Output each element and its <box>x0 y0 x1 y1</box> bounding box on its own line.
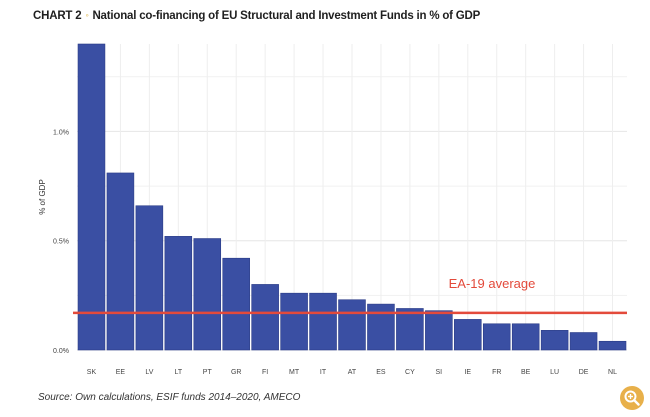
x-tick-label: LV <box>145 369 153 376</box>
bar-es <box>367 303 395 351</box>
x-tick-label: CY <box>405 369 415 376</box>
zoom-button[interactable] <box>620 386 644 410</box>
x-tick-label: IE <box>464 369 471 376</box>
x-tick-label: DE <box>579 369 589 376</box>
chart-title: CHART 2 ◦ National co-financing of EU Stru… <box>33 10 480 22</box>
bar-si <box>425 310 453 351</box>
ea19-average-label: EA-19 average <box>449 276 536 291</box>
x-tick-label: LU <box>550 369 559 376</box>
x-tick-label: GR <box>231 369 242 376</box>
bar-pt <box>193 238 222 351</box>
y-axis-label: % of GDP <box>38 179 47 215</box>
x-tick-label: NL <box>608 369 617 376</box>
x-tick-label: SK <box>87 369 97 376</box>
x-tick-label: ES <box>376 369 386 376</box>
bar-fi <box>251 284 279 351</box>
x-tick-label: AT <box>348 369 357 376</box>
bar-fr <box>482 323 511 351</box>
x-tick-label: FI <box>262 369 268 376</box>
bar-be <box>511 323 540 351</box>
x-tick-label: PT <box>203 369 213 376</box>
y-tick-labels: 0.0% 0.5% 1.0% <box>53 129 69 355</box>
source-note: Source: Own calculations, ESIF funds 201… <box>38 392 301 403</box>
x-tick-labels: SK EE LV LT PT GR FI MT IT AT ES CY SI IE FR BE LU DE NL <box>87 369 617 376</box>
chart-title-text: National co-financing of EU Structural a… <box>92 10 481 22</box>
bar-ee <box>106 172 135 351</box>
x-tick-label: FR <box>492 369 501 376</box>
x-tick-label: IT <box>320 369 327 376</box>
bar-it <box>309 292 337 351</box>
bar-de <box>569 332 598 351</box>
bar-ie <box>454 319 482 351</box>
bar-lv <box>135 205 164 351</box>
y-tick-label: 1.0% <box>53 129 69 136</box>
bar-gr <box>222 257 250 351</box>
bar-sk <box>77 43 106 351</box>
x-tick-label: EE <box>116 369 126 376</box>
bars <box>77 43 627 351</box>
zoom-icon <box>624 390 640 406</box>
bar-cy <box>396 308 424 351</box>
bar-lt <box>164 236 193 351</box>
x-tick-label: BE <box>521 369 531 376</box>
reference-line: EA-19 average <box>73 276 627 315</box>
title-separator: ◦ <box>85 10 89 20</box>
bar-lu <box>540 330 569 351</box>
chart-number: CHART 2 <box>33 10 82 22</box>
x-tick-label: MT <box>289 369 300 376</box>
bar-nl <box>598 340 627 351</box>
y-tick-label: 0.0% <box>53 348 69 355</box>
y-tick-label: 0.5% <box>53 239 69 246</box>
bar-mt <box>280 292 308 351</box>
bar-at <box>338 299 366 351</box>
x-tick-label: SI <box>436 369 443 376</box>
x-tick-label: LT <box>174 369 182 376</box>
bar-chart: 0.0% 0.5% 1.0% % of GDP SK EE LV LT PT GR FI MT IT… <box>38 43 627 376</box>
